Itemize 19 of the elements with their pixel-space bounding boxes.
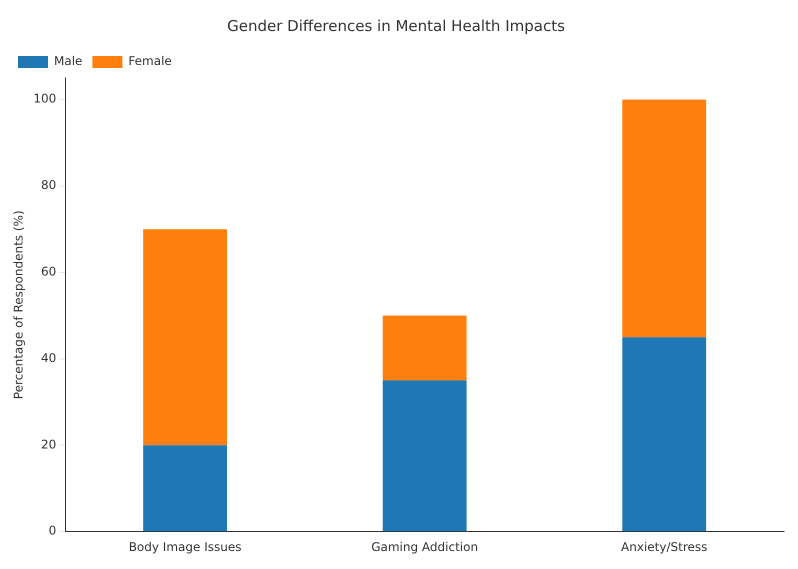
x-tick-label: Anxiety/Stress bbox=[621, 540, 708, 554]
x-tick-label: Gaming Addiction bbox=[371, 540, 478, 554]
bar bbox=[622, 337, 706, 532]
legend-label: Male bbox=[54, 54, 82, 68]
y-tick-label: 80 bbox=[41, 178, 56, 192]
legend-label: Female bbox=[128, 54, 172, 68]
bar bbox=[143, 229, 228, 446]
bar bbox=[143, 445, 228, 532]
y-tick-label: 0 bbox=[48, 524, 56, 538]
y-axis-title: Percentage of Respondents (%) bbox=[11, 210, 26, 400]
y-tick-label: 40 bbox=[41, 350, 56, 365]
bar bbox=[382, 316, 467, 380]
bar bbox=[622, 100, 706, 338]
y-tick-label: 60 bbox=[41, 264, 56, 279]
bar bbox=[382, 380, 467, 532]
y-tick-label: 20 bbox=[41, 437, 56, 452]
chart-title: Gender Differences in Mental Health Impacts bbox=[227, 16, 566, 35]
x-tick-label: Body Image Issues bbox=[128, 540, 242, 554]
y-tick-label: 100 bbox=[33, 92, 56, 106]
